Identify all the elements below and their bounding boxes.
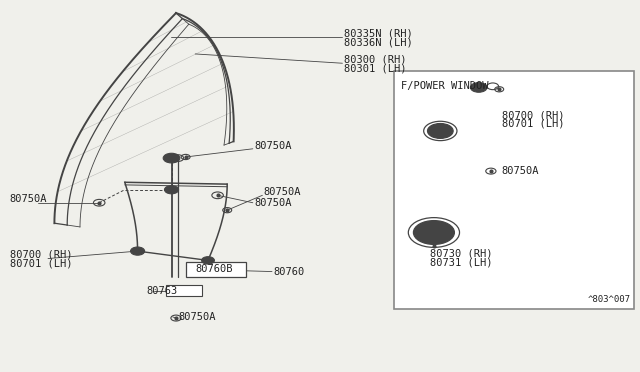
Circle shape bbox=[470, 83, 487, 92]
Circle shape bbox=[164, 186, 179, 194]
Text: 80750A: 80750A bbox=[178, 312, 216, 322]
Text: 80731 (LH): 80731 (LH) bbox=[430, 257, 493, 267]
Circle shape bbox=[163, 153, 180, 163]
Text: 80701 (LH): 80701 (LH) bbox=[10, 259, 72, 268]
Text: 80750A: 80750A bbox=[10, 194, 47, 204]
Text: 80760: 80760 bbox=[273, 267, 305, 276]
Text: 80750A: 80750A bbox=[254, 141, 292, 151]
Text: 80335N (RH): 80335N (RH) bbox=[344, 29, 412, 38]
Text: 80336N (LH): 80336N (LH) bbox=[344, 37, 412, 47]
Bar bbox=[166, 285, 202, 296]
Text: 80730 (RH): 80730 (RH) bbox=[430, 249, 493, 259]
Text: 80301 (LH): 80301 (LH) bbox=[344, 63, 406, 73]
Text: 80750A: 80750A bbox=[502, 166, 540, 176]
Text: 80763: 80763 bbox=[146, 286, 177, 296]
Circle shape bbox=[131, 247, 145, 255]
Text: 80700 (RH): 80700 (RH) bbox=[10, 250, 72, 260]
Text: 80700 (RH): 80700 (RH) bbox=[502, 110, 564, 120]
Circle shape bbox=[428, 124, 453, 138]
Text: 80300 (RH): 80300 (RH) bbox=[344, 55, 406, 64]
Circle shape bbox=[413, 221, 454, 244]
Text: F/POWER WINDOW: F/POWER WINDOW bbox=[401, 81, 489, 91]
Text: 80760B: 80760B bbox=[195, 264, 233, 273]
Text: 80750A: 80750A bbox=[254, 198, 292, 208]
Bar bbox=[394, 71, 634, 309]
Circle shape bbox=[202, 257, 214, 264]
Text: ^803^007: ^803^007 bbox=[588, 295, 630, 304]
Text: 80701 (LH): 80701 (LH) bbox=[502, 119, 564, 129]
Bar bbox=[186, 262, 246, 277]
Text: 80750A: 80750A bbox=[264, 187, 301, 197]
